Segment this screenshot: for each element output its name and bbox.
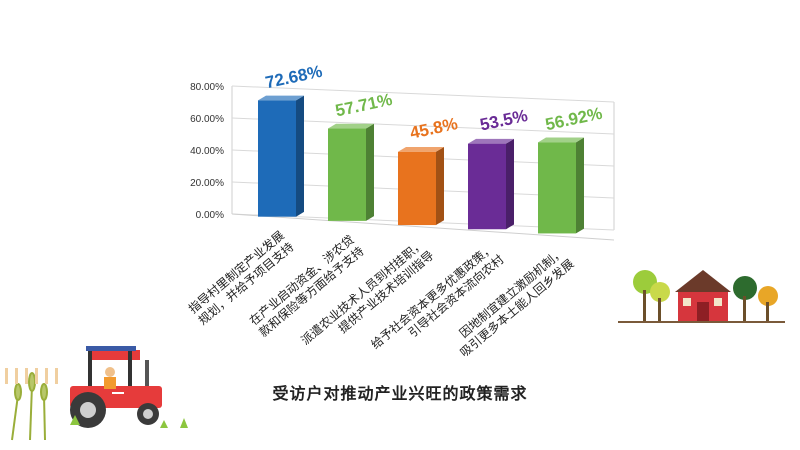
value-label: 45.8% — [408, 114, 459, 143]
value-label: 57.71% — [334, 90, 394, 121]
bar-side — [296, 95, 304, 217]
y-tick-label: 40.00% — [190, 146, 224, 157]
bar — [328, 123, 374, 221]
category-label: 派遣农业技术人员到村挂职，提供产业技术培训指导 — [298, 236, 437, 359]
y-tick-label: 20.00% — [190, 178, 224, 189]
bar-front — [398, 151, 436, 226]
floor-edge — [231, 213, 615, 241]
bar-front — [258, 100, 296, 217]
value-labels: 72.68%57.71%45.8% 53.5% 56.92% — [264, 62, 604, 143]
bar-front — [328, 128, 366, 221]
y-tick-label: 80.00% — [190, 82, 224, 93]
bar-side — [506, 138, 514, 230]
bar — [468, 138, 514, 230]
bar-front — [468, 143, 506, 230]
bar-side — [366, 123, 374, 221]
fence-decoration — [5, 368, 58, 384]
bar-top — [538, 137, 584, 143]
y-tick-label: 0.00% — [196, 210, 224, 221]
value-label: 56.92% — [544, 104, 604, 135]
category-label: 给予社会资本更多优惠政策，引导社会资本流向农村 — [368, 240, 507, 363]
y-axis-ticks: 0.00% 20.00% 40.00% 60.00% 80.00% — [190, 82, 224, 221]
bar-front — [538, 142, 576, 234]
bar-top — [398, 146, 444, 152]
bars — [258, 95, 584, 234]
bar — [538, 137, 584, 234]
bar — [398, 146, 444, 226]
chart-title: 受访户对推动产业兴旺的政策需求 — [272, 384, 528, 403]
bar-top — [468, 138, 514, 144]
bar-top — [258, 95, 304, 101]
bar-side — [436, 146, 444, 226]
x-axis-labels: 指导村里制定产业发展规划，并给予项目支持在产业启动资金、涉农贷款和保险等方面给予… — [185, 227, 576, 363]
bar-top — [328, 123, 374, 129]
grass-decoration — [70, 415, 188, 428]
bar-side — [576, 137, 584, 234]
tractor-illustration — [5, 346, 188, 441]
farm-house-illustration — [618, 270, 785, 323]
bar — [258, 95, 304, 217]
y-tick-label: 60.00% — [190, 114, 224, 125]
wheat-decoration — [11, 372, 48, 441]
value-label: 72.68% — [264, 62, 324, 93]
gridline — [231, 85, 615, 103]
